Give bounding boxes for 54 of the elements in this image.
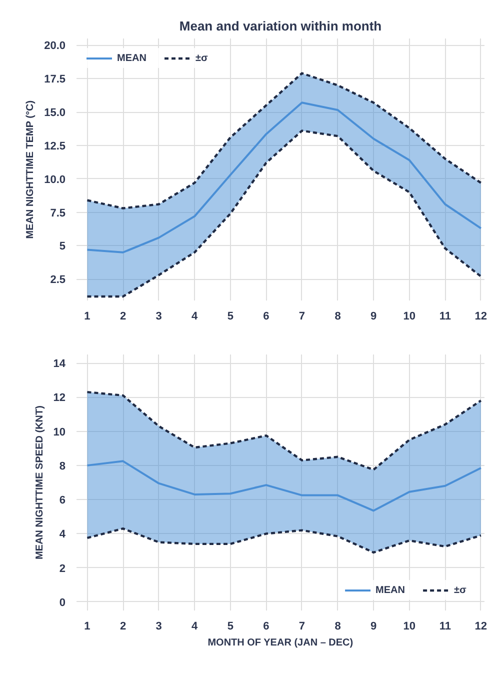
y-tick-label: 6	[59, 494, 66, 507]
y-tick-label: 17.5	[44, 74, 66, 86]
x-tick-label: 10	[403, 310, 416, 322]
x-tick-label: 7	[298, 310, 306, 322]
x-tick-label: 3	[156, 620, 162, 632]
y-tick-label: 4	[59, 528, 66, 541]
x-tick-label: 2	[120, 310, 126, 322]
x-tick-label: 1	[84, 310, 90, 322]
y-tick-label: 2.5	[50, 274, 66, 286]
legend-label: MEAN	[376, 584, 405, 596]
chart-title: Mean and variation within month	[179, 18, 382, 34]
x-tick-label: 5	[227, 620, 234, 632]
y-axis-title: MEAN NIGHTTIME SPEED (KNT)	[34, 406, 46, 560]
y-tick-label: 10.0	[44, 174, 66, 186]
y-axis-title: MEAN NIGHTTIME TEMP (°C)	[25, 100, 36, 239]
x-tick-label: 9	[370, 620, 377, 632]
x-axis-title: MONTH OF YEAR (JAN – DEC)	[208, 638, 354, 648]
x-tick-label: 10	[403, 620, 416, 632]
line-series	[86, 72, 482, 210]
y-tick-label: 0	[59, 596, 66, 609]
x-tick-label: 11	[439, 620, 451, 632]
y-tick-label: 14	[53, 358, 66, 370]
legend-label: MEAN	[117, 52, 146, 64]
x-tick-label: 7	[298, 620, 306, 632]
y-tick-label: 20.0	[44, 40, 66, 52]
x-tick-label: 11	[439, 310, 451, 322]
y-tick-label: 2	[59, 562, 66, 575]
y-tick-label: 15.0	[44, 107, 66, 120]
x-tick-label: 9	[370, 310, 377, 322]
x-tick-label: 4	[192, 310, 199, 322]
line-series	[86, 527, 482, 554]
x-tick-label: 5	[227, 310, 234, 322]
x-tick-label: 12	[474, 620, 488, 632]
legend-label: ±σ	[454, 584, 468, 596]
x-tick-label: 8	[334, 310, 341, 322]
y-tick-label: 12	[53, 392, 66, 404]
line-series	[86, 390, 482, 471]
x-tick-label: 1	[84, 620, 90, 632]
y-tick-label: 10	[53, 426, 66, 438]
x-tick-label: 6	[263, 620, 270, 632]
y-tick-label: 7.5	[50, 207, 66, 220]
line-series	[86, 130, 482, 298]
y-tick-label: 12.5	[44, 140, 66, 152]
legend-label: ±σ	[195, 52, 209, 64]
line-series	[86, 102, 482, 254]
y-tick-label: 5	[59, 240, 66, 253]
x-tick-label: 3	[156, 310, 162, 322]
x-tick-label: 4	[192, 620, 199, 632]
x-tick-label: 2	[120, 620, 126, 632]
x-tick-label: 8	[334, 620, 341, 632]
line-series	[86, 460, 482, 512]
x-tick-label: 6	[263, 310, 270, 322]
x-tick-label: 12	[474, 310, 488, 322]
y-tick-label: 8	[59, 460, 66, 472]
